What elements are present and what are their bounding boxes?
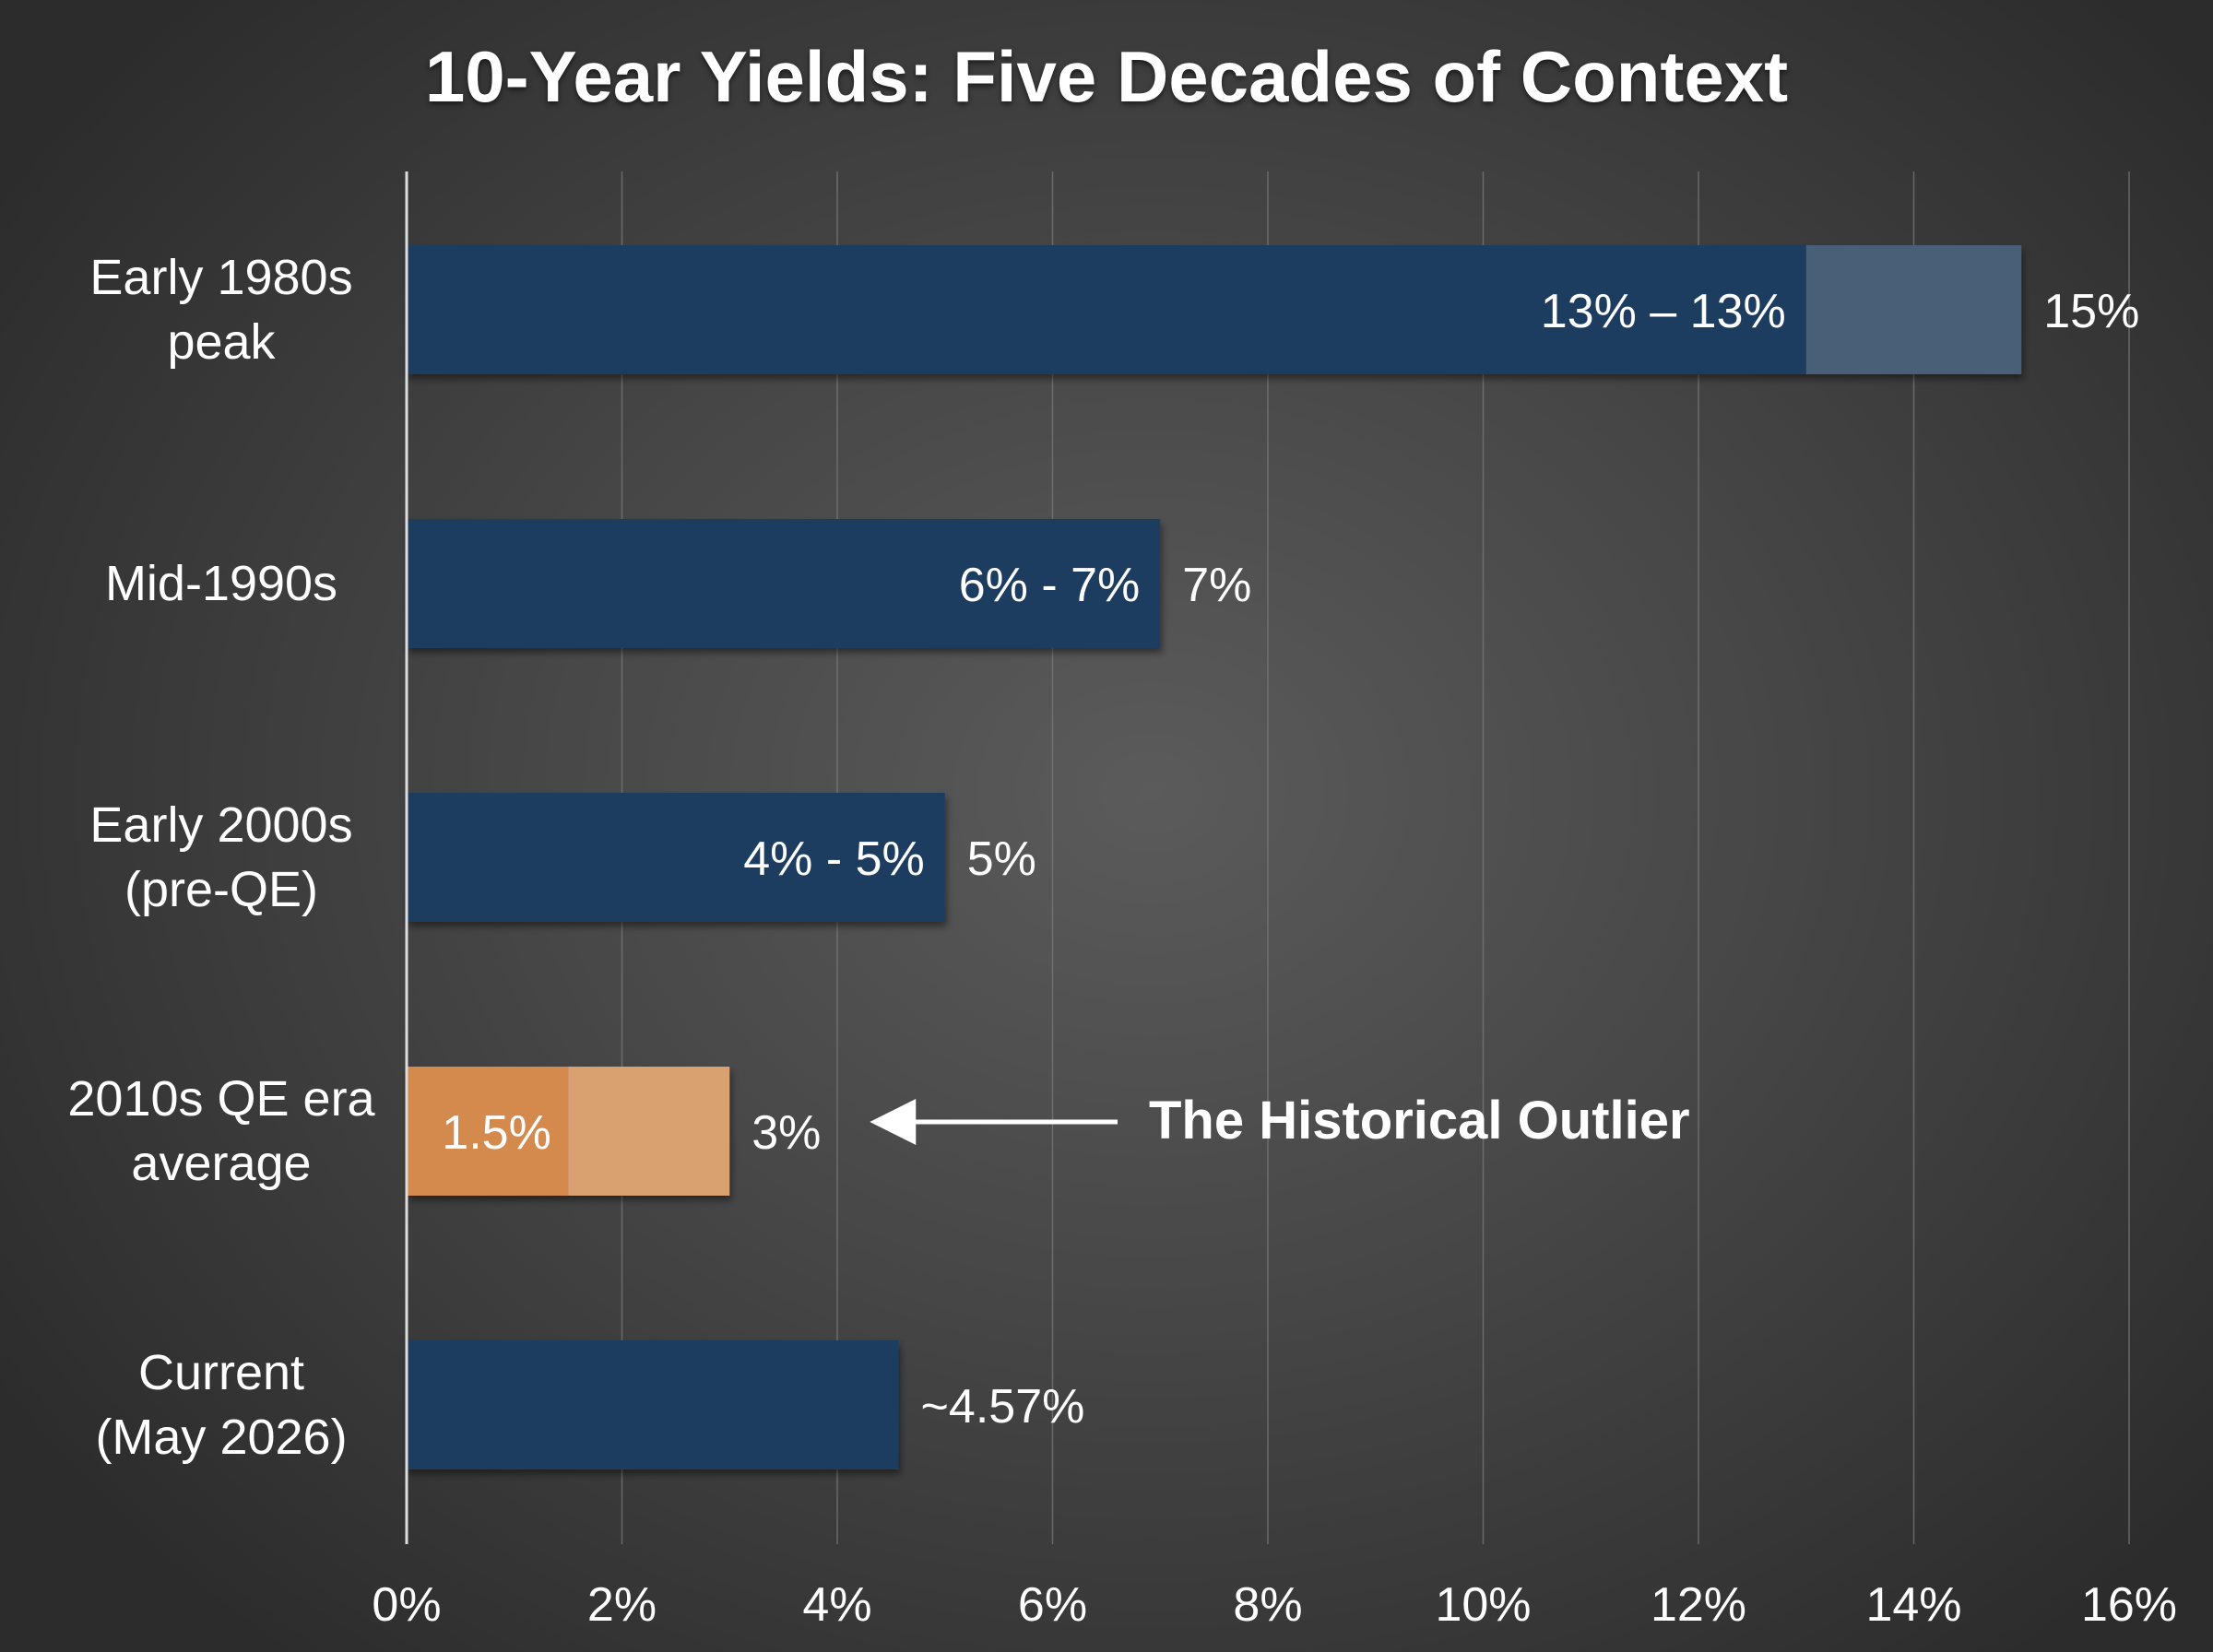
bars (407, 245, 2022, 1469)
category-label: (pre-QE) (124, 862, 318, 917)
bar-segment-low (407, 1340, 899, 1469)
bar-group (407, 1340, 899, 1469)
bar-inner-label: 4% - 5% (743, 832, 925, 886)
bar-value-label: 5% (967, 832, 1036, 886)
bar-segment-low (407, 1067, 569, 1196)
chart-title: 10-Year Yields: Five Decades of Context (424, 36, 1789, 117)
bar-segment-low (407, 519, 1161, 648)
bar-group (407, 519, 1161, 648)
bar-inner-label: 13% – 13% (1541, 285, 1786, 338)
x-tick-label: 8% (1233, 1578, 1302, 1632)
labels: Early 1980s peak 13% – 13% 15% Mid-1990s 6% -… (67, 250, 2139, 1465)
bar-segment-low (407, 245, 1806, 374)
x-tick-label: 4% (802, 1578, 871, 1632)
bar-inner-label: 1.5% (442, 1106, 551, 1160)
x-tick-label: 6% (1018, 1578, 1087, 1632)
annotation-text: The Historical Outlier (1149, 1091, 1690, 1150)
category-label: 2010s QE era (67, 1071, 375, 1127)
bar-group (407, 1067, 730, 1196)
category-label: Mid-1990s (105, 556, 337, 611)
x-axis: 0% 2% 4% 6% 8% 10% 12% 14% 16% (372, 171, 2177, 1632)
x-tick-label: 16% (2081, 1578, 2177, 1632)
category-label: Early 1980s (89, 250, 352, 305)
x-tick-label: 2% (587, 1578, 657, 1632)
bar-value-label: ~4.57% (921, 1380, 1085, 1434)
category-label: average (131, 1136, 311, 1191)
bar-group (407, 793, 945, 922)
annotation: The Historical Outlier (870, 1091, 1690, 1150)
bar-inner-label: 6% - 7% (959, 559, 1141, 612)
x-tick-label: 0% (372, 1578, 441, 1632)
bar-value-label: 15% (2043, 285, 2139, 338)
x-tick-label: 12% (1651, 1578, 1746, 1632)
bar-segment-high (568, 1067, 730, 1196)
category-label: Early 2000s (89, 797, 352, 853)
category-label: peak (167, 314, 276, 370)
x-tick-label: 10% (1435, 1578, 1531, 1632)
bar-group (407, 245, 2022, 374)
bar-value-label: 3% (751, 1106, 821, 1160)
bar-segment-high (1805, 245, 2022, 374)
bar-segment-low (407, 793, 945, 922)
x-tick-label: 14% (1865, 1578, 1961, 1632)
category-label: (May 2026) (95, 1410, 347, 1465)
bar-value-label: 7% (1182, 559, 1251, 612)
category-label: Current (138, 1345, 304, 1400)
